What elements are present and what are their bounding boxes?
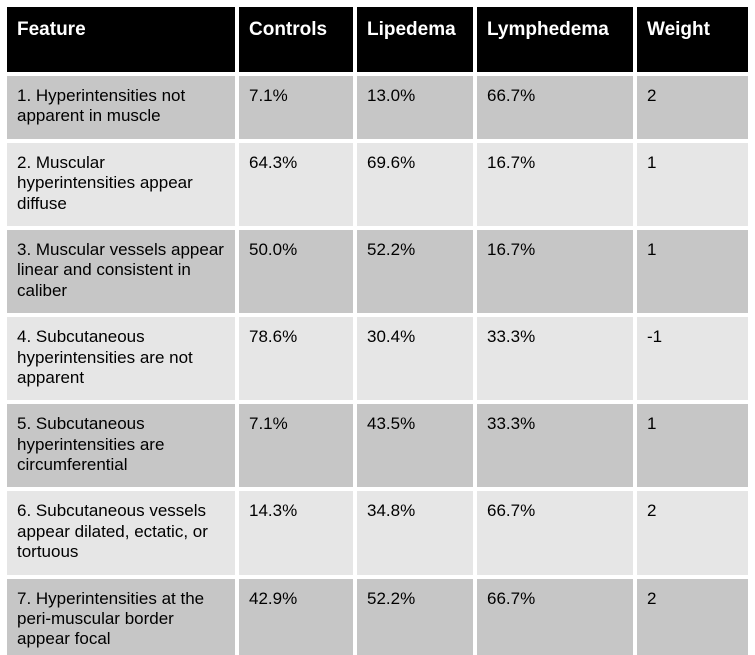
lipedema-value-cell: 34.8% bbox=[357, 491, 473, 575]
lipedema-value-cell: 69.6% bbox=[357, 142, 473, 226]
controls-value-cell: 50.0% bbox=[239, 229, 353, 314]
lymphedema-value-cell: 66.7% bbox=[477, 76, 633, 139]
column-header-weight: Weight bbox=[637, 7, 748, 72]
lymphedema-value-cell: 33.3% bbox=[477, 404, 633, 488]
table-body: 1. Hyperintensities not apparent in musc… bbox=[7, 76, 748, 655]
lymphedema-value-cell: 66.7% bbox=[477, 578, 633, 655]
feature-cell: 7. Hyperintensities at the peri-muscular… bbox=[7, 578, 235, 655]
lymphedema-value-cell: 66.7% bbox=[477, 491, 633, 575]
feature-comparison-table: Feature Controls Lipedema Lymphedema Wei… bbox=[3, 3, 752, 655]
weight-value-cell: 2 bbox=[637, 578, 748, 655]
table-row: 6. Subcutaneous vessels appear dilated, … bbox=[7, 491, 748, 575]
controls-value-cell: 64.3% bbox=[239, 142, 353, 226]
lipedema-value-cell: 52.2% bbox=[357, 578, 473, 655]
table-row: 2. Muscular hyperintensities appear diff… bbox=[7, 142, 748, 226]
table-row: 3. Muscular vessels appear linear and co… bbox=[7, 229, 748, 314]
table-row: 7. Hyperintensities at the peri-muscular… bbox=[7, 578, 748, 655]
controls-value-cell: 7.1% bbox=[239, 404, 353, 488]
controls-value-cell: 14.3% bbox=[239, 491, 353, 575]
lipedema-value-cell: 43.5% bbox=[357, 404, 473, 488]
lipedema-value-cell: 13.0% bbox=[357, 76, 473, 139]
table-header: Feature Controls Lipedema Lymphedema Wei… bbox=[7, 7, 748, 72]
table-row: 5. Subcutaneous hyperintensities are cir… bbox=[7, 404, 748, 488]
controls-value-cell: 7.1% bbox=[239, 76, 353, 139]
weight-value-cell: 1 bbox=[637, 404, 748, 488]
column-header-lipedema: Lipedema bbox=[357, 7, 473, 72]
feature-cell: 4. Subcutaneous hyperintensities are not… bbox=[7, 317, 235, 401]
lipedema-value-cell: 52.2% bbox=[357, 229, 473, 314]
column-header-feature: Feature bbox=[7, 7, 235, 72]
weight-value-cell: 2 bbox=[637, 491, 748, 575]
table-row: 1. Hyperintensities not apparent in musc… bbox=[7, 76, 748, 139]
lymphedema-value-cell: 16.7% bbox=[477, 142, 633, 226]
feature-cell: 3. Muscular vessels appear linear and co… bbox=[7, 229, 235, 314]
column-header-controls: Controls bbox=[239, 7, 353, 72]
feature-cell: 6. Subcutaneous vessels appear dilated, … bbox=[7, 491, 235, 575]
weight-value-cell: -1 bbox=[637, 317, 748, 401]
controls-value-cell: 78.6% bbox=[239, 317, 353, 401]
lymphedema-value-cell: 33.3% bbox=[477, 317, 633, 401]
feature-cell: 1. Hyperintensities not apparent in musc… bbox=[7, 76, 235, 139]
weight-value-cell: 1 bbox=[637, 142, 748, 226]
controls-value-cell: 42.9% bbox=[239, 578, 353, 655]
table-row: 4. Subcutaneous hyperintensities are not… bbox=[7, 317, 748, 401]
column-header-lymphedema: Lymphedema bbox=[477, 7, 633, 72]
weight-value-cell: 1 bbox=[637, 229, 748, 314]
header-row: Feature Controls Lipedema Lymphedema Wei… bbox=[7, 7, 748, 72]
weight-value-cell: 2 bbox=[637, 76, 748, 139]
lymphedema-value-cell: 16.7% bbox=[477, 229, 633, 314]
lipedema-value-cell: 30.4% bbox=[357, 317, 473, 401]
feature-cell: 2. Muscular hyperintensities appear diff… bbox=[7, 142, 235, 226]
feature-cell: 5. Subcutaneous hyperintensities are cir… bbox=[7, 404, 235, 488]
